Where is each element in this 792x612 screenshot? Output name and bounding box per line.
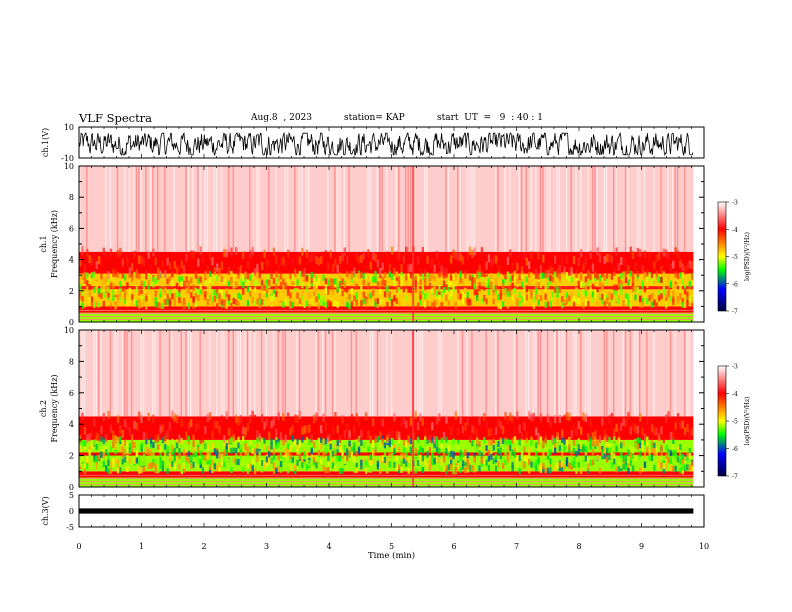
ch2-colorbar-tick-label: -3 xyxy=(732,364,738,371)
ch1-colorbar-tick-label: -4 xyxy=(732,227,738,234)
ch1-colorbar-tick-label: -7 xyxy=(732,309,738,316)
x-tick-label: 2 xyxy=(201,542,206,551)
ch2-colorbar-tick-label: -6 xyxy=(732,446,738,453)
ch2-y-tick-label: 10 xyxy=(64,326,74,335)
ch2-colorbar-label: log(PSD)(V²/Hz) xyxy=(744,397,751,446)
x-minor-ticks xyxy=(78,330,705,487)
ch3-y-tick-label: 0 xyxy=(69,507,74,516)
x-minor-ticks xyxy=(78,166,705,322)
date-label: Aug.8 , 2023 xyxy=(251,113,312,123)
ch1-colorbar-tick-label: -3 xyxy=(732,200,738,207)
x-tick-label: 1 xyxy=(139,542,144,551)
ch2-y-tick-label: 6 xyxy=(69,389,74,398)
ch1-trace xyxy=(78,131,694,157)
ch3-waveform-ylabel: ch.3(V) xyxy=(41,496,50,525)
ch3-y-tick-label: -5 xyxy=(66,523,74,532)
ch1-y-tick-label: 0 xyxy=(69,318,74,327)
ch1-waveform-ylabel: ch.1(V) xyxy=(41,128,50,157)
ch2-event-line xyxy=(412,330,415,487)
x-tick-label: 7 xyxy=(514,542,519,551)
ch1-y-tick-label: 10 xyxy=(64,162,74,171)
x-tick-label: 10 xyxy=(699,542,709,551)
station-label: station= KAP xyxy=(344,113,405,123)
ch1-spectrogram xyxy=(79,166,694,322)
ch1-colorbar-tick-label: -6 xyxy=(732,281,738,288)
ch2-colorbar xyxy=(717,365,727,477)
x-tick-label: 8 xyxy=(576,542,581,551)
start-time-label: start UT = 9 : 40 : 1 xyxy=(437,113,543,123)
chart-title: VLF Spectra xyxy=(79,111,153,125)
ch2-y-tick-label: 0 xyxy=(69,483,74,492)
ch2-channel-label: ch.2 xyxy=(39,400,48,417)
ch2-band xyxy=(79,471,694,478)
ch1-colorbar-label: log(PSD)(V²/Hz) xyxy=(744,232,751,281)
ch1-colorbar xyxy=(717,201,727,312)
ch1-y-tick-label: 4 xyxy=(69,256,74,265)
x-minor-ticks xyxy=(78,127,705,158)
ch1-y-tick-label: 10 xyxy=(64,123,74,132)
ch1-y-tick-label: -10 xyxy=(61,154,74,163)
ch2-colorbar-tick-label: -7 xyxy=(732,474,738,481)
ch1-channel-label: ch.1 xyxy=(39,235,48,252)
x-tick-label: 9 xyxy=(639,542,644,551)
ch2-y-tick-label: 2 xyxy=(69,452,74,461)
ch2-colorbar-tick-label: -5 xyxy=(732,419,738,426)
x-tick-label: 0 xyxy=(76,542,81,551)
ch1-event-line xyxy=(412,166,415,322)
x-tick-label: 4 xyxy=(326,542,331,551)
ch2-y-tick-label: 4 xyxy=(69,420,74,429)
ch1-y-tick-label: 6 xyxy=(69,224,74,233)
ch1-frequency-label: Frequency (kHz) xyxy=(50,210,59,278)
ch1-colorbar-tick-label: -5 xyxy=(732,254,738,261)
x-tick-label: 6 xyxy=(451,542,456,551)
ch1-band xyxy=(79,306,694,313)
ch1-y-tick-label: 8 xyxy=(69,193,74,202)
x-tick-label: 3 xyxy=(264,542,269,551)
ch2-band xyxy=(79,477,694,487)
x-tick-label: 5 xyxy=(389,542,394,551)
ch3-y-tick-label: 5 xyxy=(69,491,74,500)
ch3-trace xyxy=(79,508,694,514)
ch1-y-tick-label: 2 xyxy=(69,287,74,296)
ch2-colorbar-tick-label: -4 xyxy=(732,391,738,398)
x-axis-label: Time (min) xyxy=(368,550,415,561)
ch2-frequency-label: Frequency (kHz) xyxy=(50,374,59,442)
ch2-y-tick-label: 8 xyxy=(69,357,74,366)
ch2-spectrogram xyxy=(79,330,694,487)
x-minor-ticks xyxy=(78,495,705,527)
ch1-band xyxy=(79,312,694,322)
